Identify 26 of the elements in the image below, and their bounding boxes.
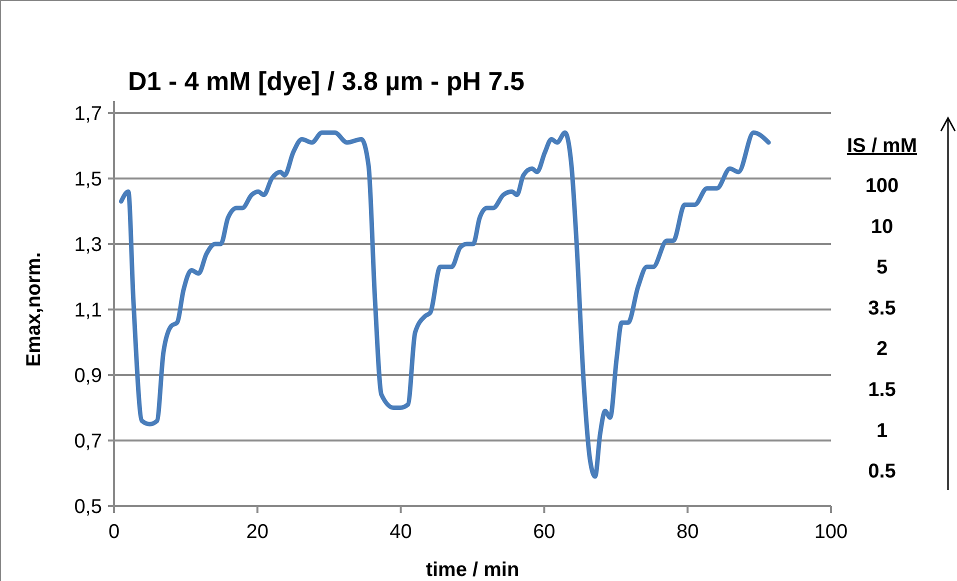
y-tick-label: 0,5 xyxy=(74,496,102,518)
text: 1 xyxy=(876,420,888,442)
y-tick-label: 1,1 xyxy=(74,300,102,322)
line-series xyxy=(118,130,771,479)
y-tick-label: 1,7 xyxy=(74,103,102,125)
y-tick-label: 0,9 xyxy=(74,365,102,387)
x-tick-label: 0 xyxy=(108,521,120,543)
text: 10 xyxy=(870,216,894,238)
x-tick-label: 60 xyxy=(533,521,556,543)
text: 2 xyxy=(876,338,888,360)
text: 1.5 xyxy=(868,379,896,401)
text: 100 xyxy=(865,175,899,197)
text: 5 xyxy=(876,256,888,279)
y-axis-title: Emax,norm. xyxy=(23,252,45,367)
x-tick-label: 100 xyxy=(814,521,848,543)
text: 0.5 xyxy=(868,460,896,483)
x-tick-label: 40 xyxy=(390,521,412,543)
chart-title: D1 - 4 mM [dye] / 3.8 µm - pH 7.5 xyxy=(128,66,524,96)
y-tick-label: 1,5 xyxy=(74,168,102,190)
y-tick-label: 1,3 xyxy=(74,234,102,256)
x-tick-label: 20 xyxy=(246,521,269,543)
y-tick-label: 0,7 xyxy=(74,430,102,452)
text: 3.5 xyxy=(868,297,896,320)
x-axis-title: time / min xyxy=(426,559,520,581)
x-tick-label: 80 xyxy=(676,521,699,543)
text: IS / mM xyxy=(846,135,918,157)
